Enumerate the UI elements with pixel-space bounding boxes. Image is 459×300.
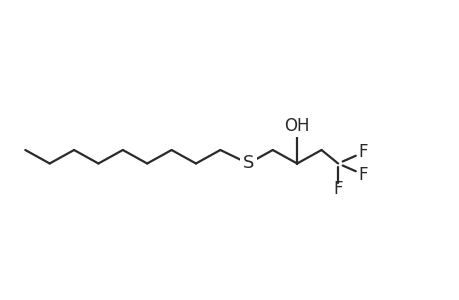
Text: F: F — [358, 166, 367, 184]
Text: OH: OH — [284, 117, 309, 135]
Text: F: F — [333, 180, 342, 198]
Text: S: S — [242, 154, 253, 172]
Text: F: F — [358, 143, 367, 161]
